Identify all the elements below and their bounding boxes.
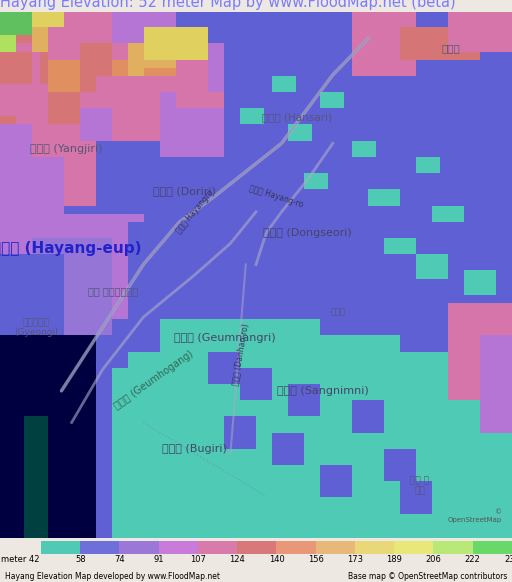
Bar [276,541,316,554]
Text: 대구 가톨릭대학교: 대구 가톨릭대학교 [88,286,138,296]
Text: Base map © OpenStreetMap contributors: Base map © OpenStreetMap contributors [348,572,507,581]
Bar [159,541,198,554]
Text: 206: 206 [425,555,441,564]
Text: 156: 156 [308,555,324,564]
Text: 124: 124 [229,555,245,564]
Text: 하양로 Hayang-ro: 하양로 Hayang-ro [248,183,305,209]
Text: 동서리 (Dongseori): 동서리 (Dongseori) [263,228,352,238]
Text: 단한로 (Danhan-ro): 단한로 (Danhan-ro) [231,322,250,386]
Bar [473,541,512,554]
Text: ©
OpenStreetMap: © OpenStreetMap [447,510,502,523]
Text: 금락리 (Geumnangri): 금락리 (Geumnangri) [175,333,276,343]
Text: 222: 222 [465,555,481,564]
Bar [355,541,394,554]
Text: 한사리 (Hansari): 한사리 (Hansari) [262,112,332,122]
Bar [119,541,159,554]
Text: 140: 140 [269,555,284,564]
Text: 91: 91 [154,555,164,564]
Text: Hayang Elevation: 52 meter Map by www.FloodMap.net (beta): Hayang Elevation: 52 meter Map by www.Fl… [0,0,456,10]
Text: Hayang Elevation Map developed by www.FloodMap.net: Hayang Elevation Map developed by www.Fl… [5,572,220,581]
Text: 107: 107 [190,555,206,564]
Text: 상님리 (Sangnimni): 상님리 (Sangnimni) [276,386,369,396]
Text: 189: 189 [386,555,402,564]
Bar [237,541,276,554]
Text: meter 42: meter 42 [1,555,39,564]
Text: 하양역: 하양역 [330,307,346,317]
Text: 경일대학교
(Gyeongil: 경일대학교 (Gyeongil [14,318,58,338]
Text: 양지리 (Yangjiri): 양지리 (Yangjiri) [30,144,103,154]
Text: 74: 74 [114,555,125,564]
Text: 하양읍 (Hayang-eup): 하양읍 (Hayang-eup) [0,241,141,256]
Text: 시진리: 시진리 [441,44,460,54]
Text: 도리리 (Doriri): 도리리 (Doriri) [153,186,216,196]
Text: 부기리 (Bugiri): 부기리 (Bugiri) [162,444,227,454]
Text: 대구 대
학교: 대구 대 학교 [410,476,430,495]
Bar [434,541,473,554]
Text: 173: 173 [347,555,363,564]
Bar [316,541,355,554]
Bar [80,541,119,554]
Text: 58: 58 [75,555,86,564]
Text: 금호강 (Geumhogang): 금호강 (Geumhogang) [112,349,195,411]
Text: 하양로 Hayangro: 하양로 Hayangro [174,189,215,235]
Text: 239: 239 [504,555,512,564]
Bar [394,541,434,554]
Bar [198,541,237,554]
Bar [41,541,80,554]
